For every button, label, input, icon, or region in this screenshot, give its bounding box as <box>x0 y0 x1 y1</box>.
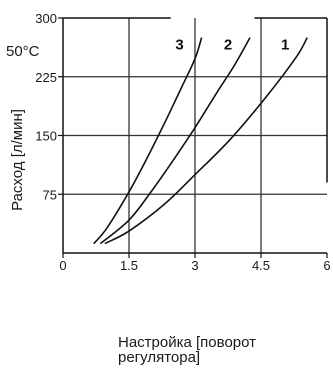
x-tick-label: 0 <box>59 258 66 273</box>
series-line-1 <box>104 37 308 245</box>
series-label-1: 1 <box>281 36 289 53</box>
series-label-3: 3 <box>175 36 183 53</box>
x-tick-label: 3 <box>191 258 198 273</box>
x-tick-label: 6 <box>323 258 330 273</box>
series-line-3 <box>93 37 203 245</box>
temperature-label: 50°C <box>6 43 40 60</box>
x-axis-label-line-2: регулятора] <box>118 349 201 366</box>
curve-labels: 1 2 3 <box>175 36 289 53</box>
x-axis-label-line-1: Настройка [поворот <box>118 334 257 351</box>
y-tick-label: 225 <box>35 70 57 85</box>
y-tick-label: 150 <box>35 129 57 144</box>
y-axis-label: Расход [л/мин] <box>9 109 26 211</box>
y-tick-label: 75 <box>43 187 57 202</box>
x-axis-label: Настройка [поворот регулятора] <box>118 335 328 365</box>
tick-labels: 0 1.5 3 4.5 6 75 150 225 300 <box>35 11 330 273</box>
series-curves <box>93 37 308 245</box>
series-label-2: 2 <box>224 36 232 53</box>
series-line-2 <box>99 37 251 245</box>
x-tick-label: 4.5 <box>252 258 270 273</box>
x-tick-label: 1.5 <box>120 258 138 273</box>
y-tick-label: 300 <box>35 11 57 26</box>
